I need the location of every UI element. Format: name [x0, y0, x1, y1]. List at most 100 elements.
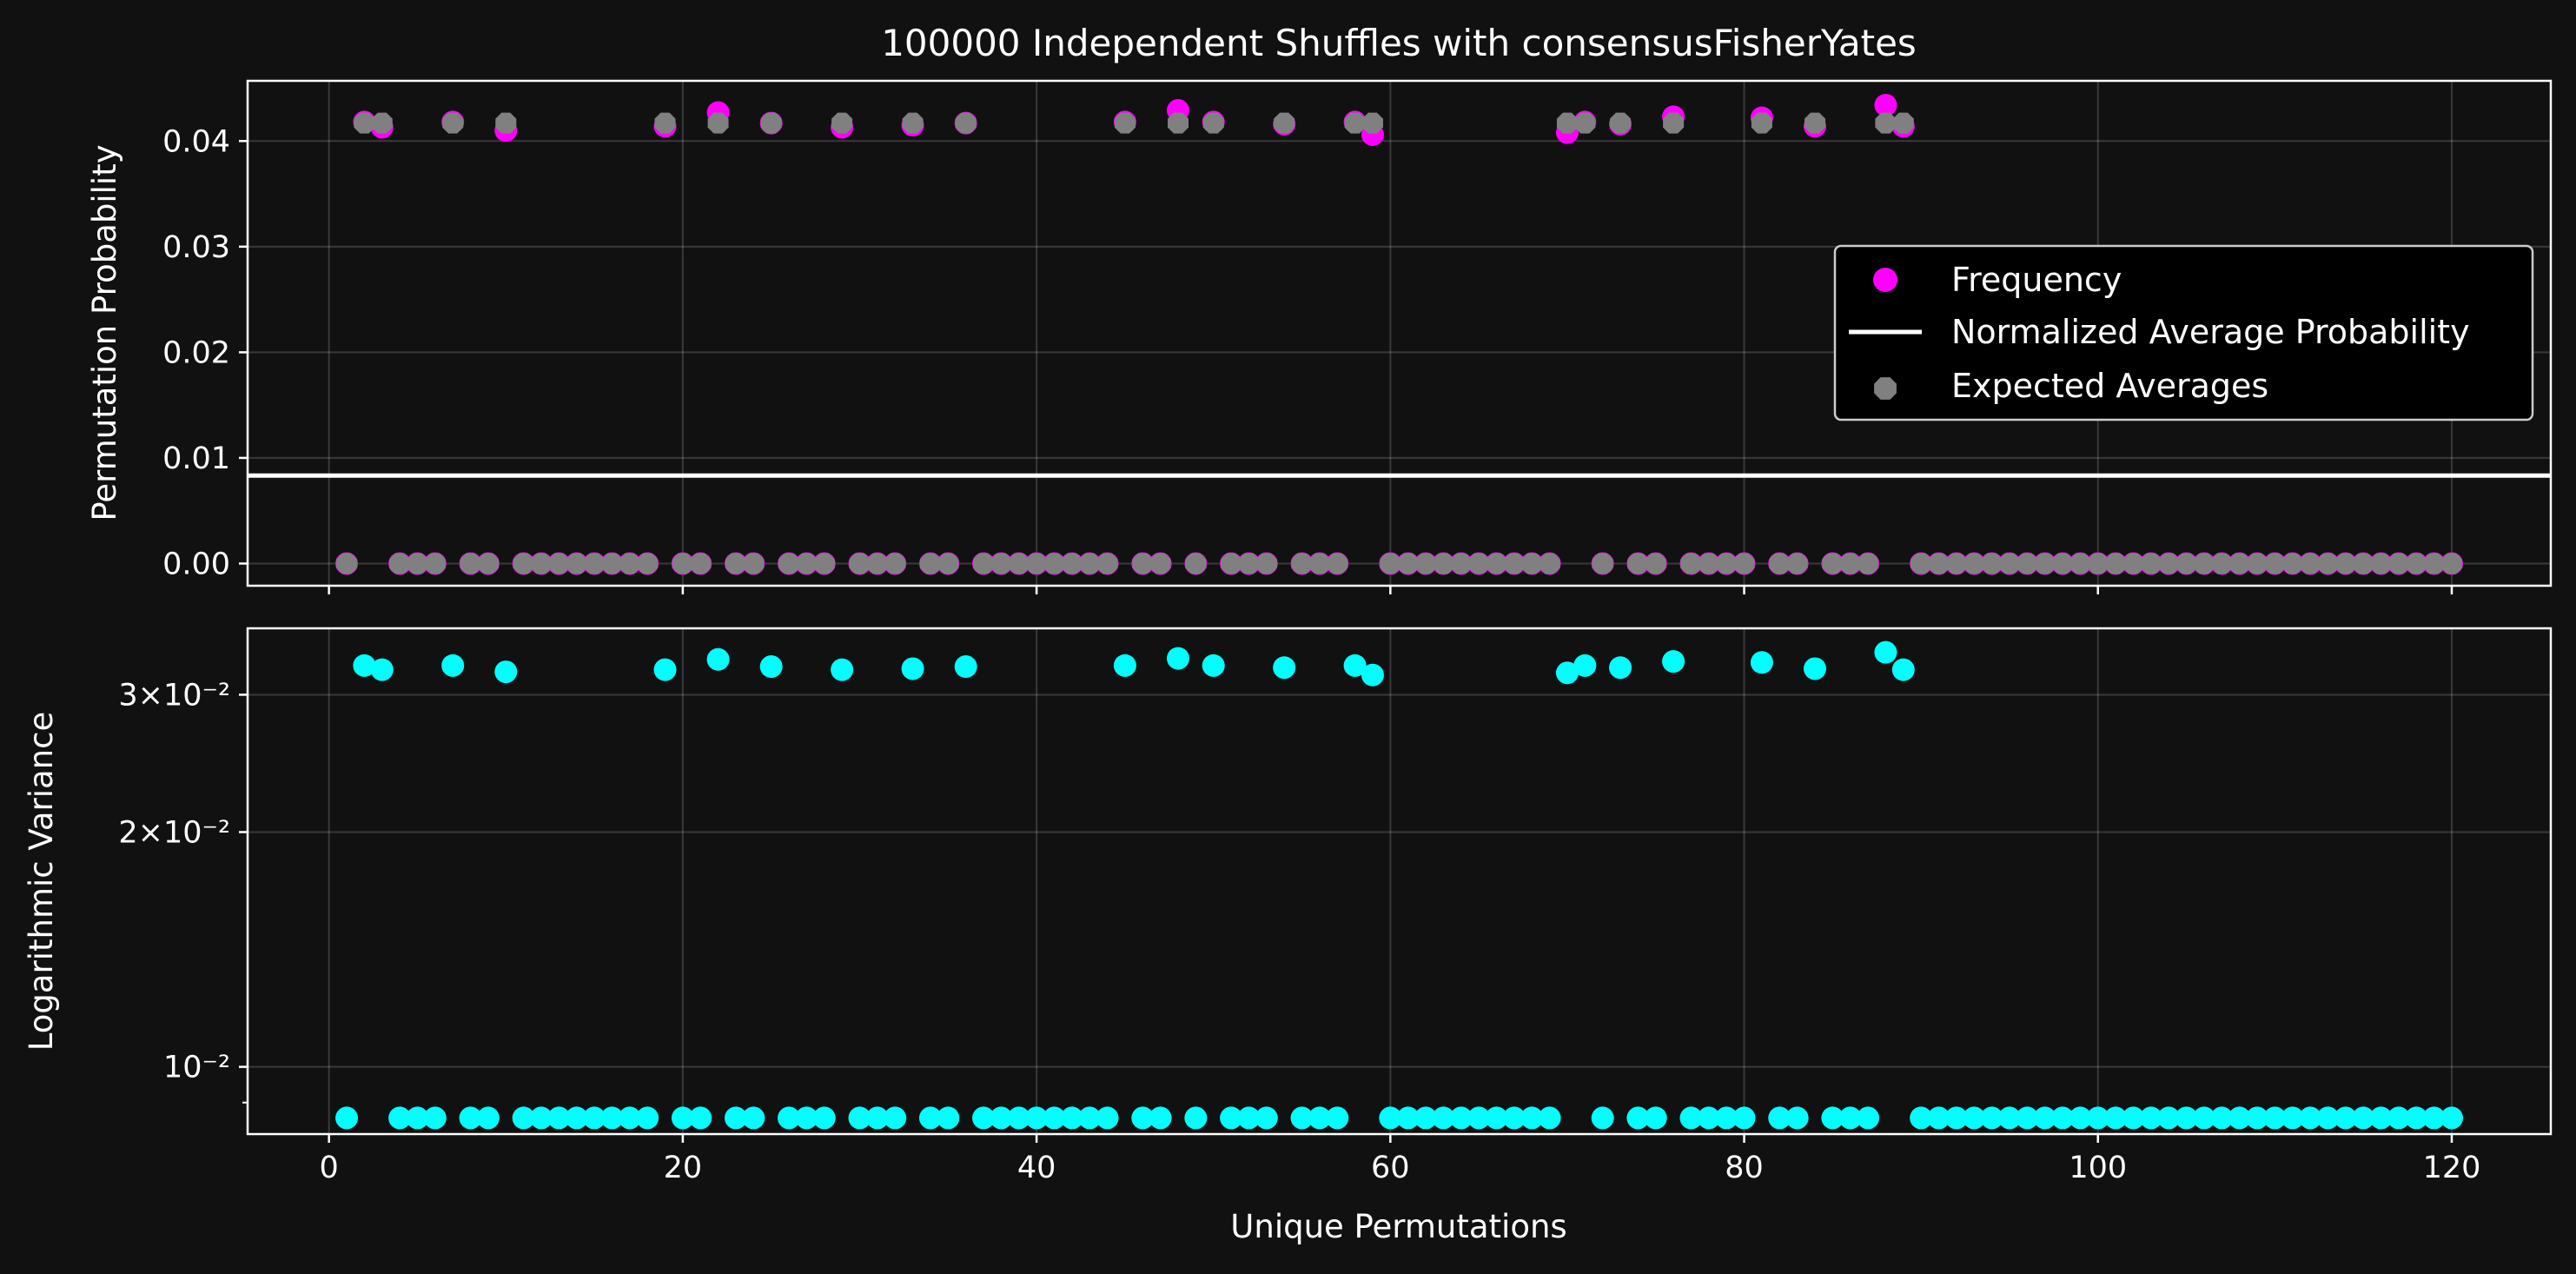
variance-point: [778, 1106, 801, 1130]
variance-point: [2246, 1106, 2269, 1130]
expected-average-point: [2211, 553, 2233, 574]
expected-average-point: [1450, 553, 1472, 574]
variance-point: [1803, 657, 1826, 680]
variance-point: [2281, 1106, 2304, 1130]
variance-point: [2263, 1106, 2287, 1130]
variance-point: [2228, 1106, 2251, 1130]
expected-average-point: [1468, 553, 1490, 574]
variance-point: [1096, 1106, 1119, 1130]
expected-average-point: [1221, 553, 1242, 574]
expected-average-point: [1963, 553, 1985, 574]
expected-average-point: [2087, 553, 2109, 574]
variance-point: [1007, 1106, 1030, 1130]
variance-point: [1149, 1106, 1172, 1130]
variance-point: [1237, 1106, 1261, 1130]
variance-series: [335, 640, 2463, 1130]
expected-average-point: [1291, 553, 1313, 574]
expected-average-point: [371, 112, 393, 134]
expected-average-point: [2105, 553, 2127, 574]
variance-point: [1821, 1106, 1844, 1130]
variance-point: [795, 1106, 818, 1130]
expected-average-point: [2140, 553, 2162, 574]
variance-point: [1997, 1106, 2021, 1130]
variance-point: [1838, 1106, 1862, 1130]
variance-point: [918, 1106, 942, 1130]
variance-point: [901, 657, 924, 680]
variance-point: [2157, 1106, 2181, 1130]
variance-point: [1485, 1106, 1508, 1130]
variance-point: [1361, 663, 1384, 687]
variance-point: [2422, 1106, 2446, 1130]
variance-point: [1467, 1106, 1491, 1130]
variance-point: [689, 1106, 712, 1130]
expected-average-point: [813, 553, 835, 574]
expected-average-point: [2175, 553, 2197, 574]
variance-point: [1078, 1106, 1102, 1130]
expected-average-point: [1149, 553, 1171, 574]
expected-average-point: [1361, 112, 1383, 134]
variance-point: [1396, 1106, 1420, 1130]
x-axis-label: Unique Permutations: [1230, 1208, 1566, 1245]
expected-average-point: [919, 553, 941, 574]
legend-box: [1833, 244, 2534, 421]
variance-point: [1785, 1106, 1809, 1130]
top-axes-frame: [246, 79, 2553, 587]
variance-point: [459, 1106, 482, 1130]
expected-average-point: [442, 112, 464, 134]
variance-point: [2405, 1106, 2428, 1130]
expected-average-point: [584, 553, 606, 574]
expected-average-point: [2300, 553, 2321, 574]
expected-average-point: [866, 553, 888, 574]
bottom-gridlines: [248, 628, 2551, 1134]
variance-point: [724, 1106, 747, 1130]
variance-point: [1662, 650, 1685, 673]
variance-point: [600, 1106, 624, 1130]
expected-average-point: [1114, 112, 1136, 134]
variance-point: [1202, 654, 1225, 677]
expected-average-point: [336, 553, 357, 574]
expected-average-point: [707, 112, 729, 134]
expected-average-point: [2370, 553, 2392, 574]
bottom-axes-frame: [246, 627, 2553, 1136]
expected-average-point: [2052, 553, 2073, 574]
expected-average-point: [1043, 553, 1065, 574]
variance-point: [2387, 1106, 2410, 1130]
x-tick-label: 40: [1017, 1151, 1056, 1185]
top-y-tick-label: 0.04: [162, 124, 230, 159]
expected-average-point: [1521, 553, 1543, 574]
variance-point: [865, 1106, 889, 1130]
expected-average-point: [672, 553, 693, 574]
expected-average-point: [2193, 553, 2215, 574]
variance-point: [476, 1106, 500, 1130]
bottom-panel: 10⁻² 2×10⁻² 3×10⁻² 0 20 40 60 80 100 120 Logarit…: [23, 627, 2553, 1245]
expected-average-point: [1733, 553, 1755, 574]
expected-average-point: [619, 553, 640, 574]
expected-average-point: [1769, 553, 1791, 574]
expected-average-point: [1344, 112, 1366, 134]
variance-point: [1944, 1106, 1968, 1130]
variance-point: [1131, 1106, 1155, 1130]
legend-frequency-marker: [1873, 268, 1897, 292]
variance-point: [848, 1106, 871, 1130]
expected-average-point: [601, 553, 623, 574]
expected-average-point: [513, 553, 534, 574]
expected-average-point: [1892, 112, 1914, 134]
expected-average-point: [2406, 553, 2427, 574]
expected-average-point: [884, 553, 906, 574]
variance-point: [2369, 1106, 2393, 1130]
variance-point: [1891, 658, 1915, 681]
variance-point: [1414, 1106, 1438, 1130]
expected-average-point: [725, 553, 746, 574]
expected-average-point: [531, 553, 552, 574]
variance-point: [406, 1106, 429, 1130]
variance-point: [636, 1106, 659, 1130]
variance-point: [1255, 1106, 1278, 1130]
expected-average-point: [1875, 112, 1897, 134]
expected-average-point: [2247, 553, 2268, 574]
variance-point: [1520, 1106, 1544, 1130]
variance-point: [1308, 1106, 1331, 1130]
expected-average-point: [1380, 553, 1401, 574]
expected-average-point: [566, 553, 587, 574]
x-tick-label: 60: [1371, 1151, 1410, 1185]
